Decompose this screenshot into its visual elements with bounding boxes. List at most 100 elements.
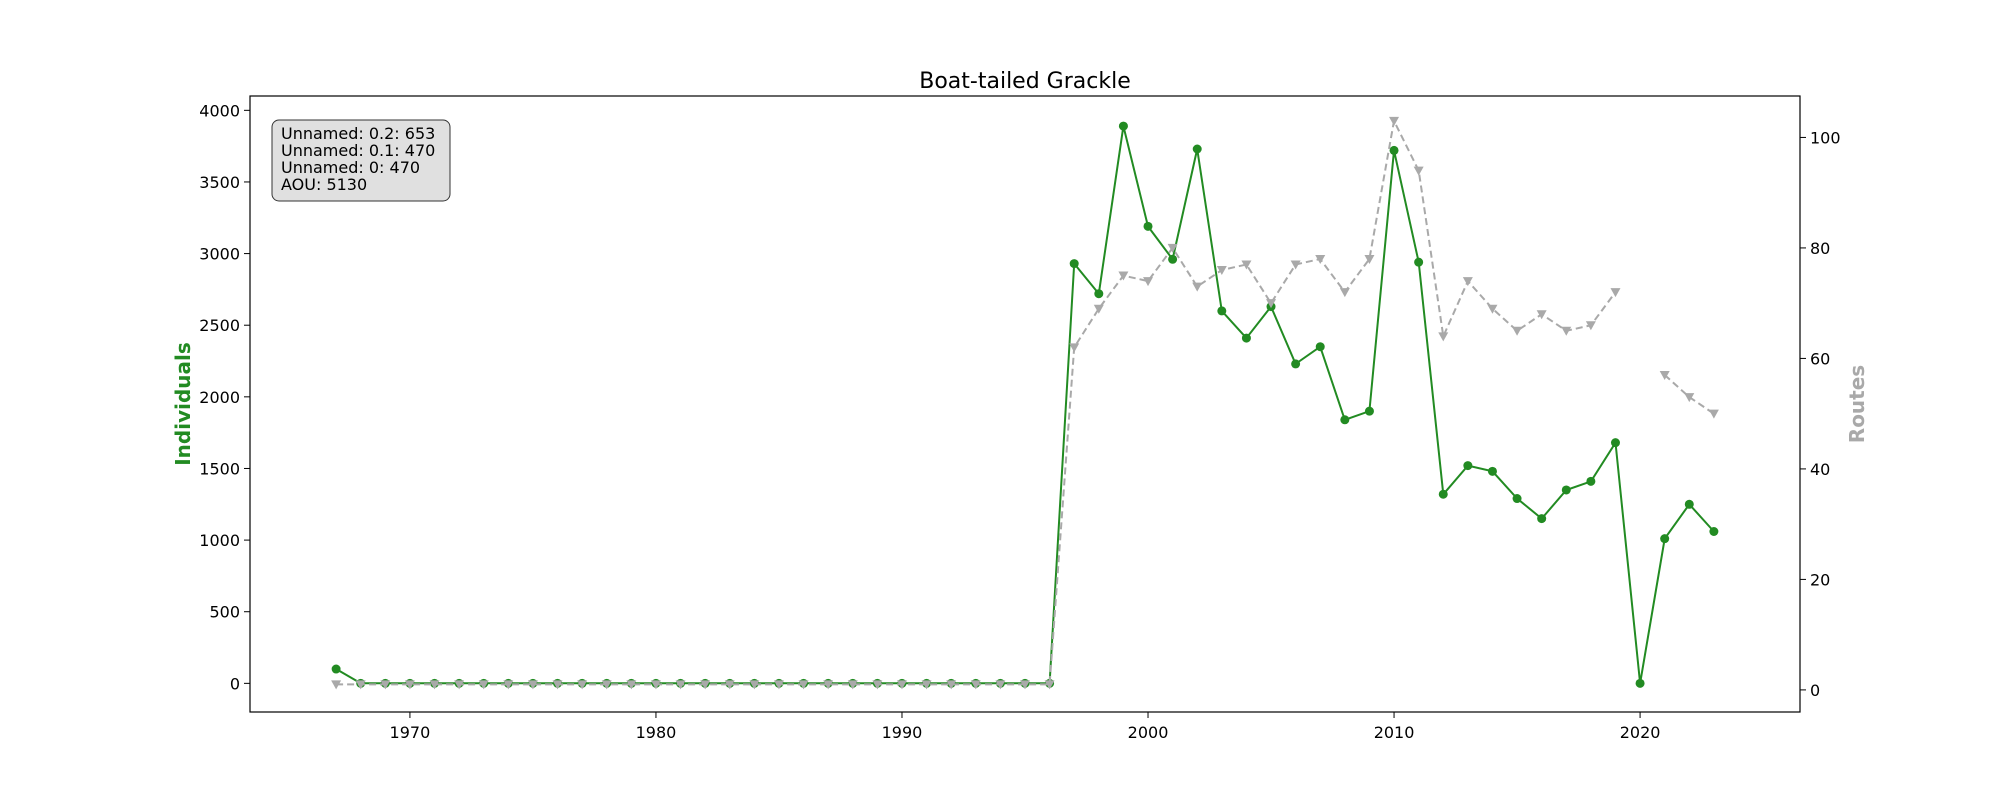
data-point-individuals [1487,466,1497,476]
data-point-routes [749,680,760,690]
data-point-individuals [1610,438,1620,448]
info-line: Unnamed: 0.1: 470 [281,141,435,160]
data-point-routes [1266,299,1277,309]
data-point-routes [1339,288,1350,298]
x-tick-label: 2020 [1620,723,1661,742]
series-routes [331,116,1719,690]
data-point-individuals [1118,121,1128,131]
data-point-routes [1118,271,1129,281]
y-tick-label: 3500 [199,173,240,192]
data-point-routes [1143,277,1154,287]
data-point-individuals [1586,476,1596,486]
data-point-routes [1438,332,1449,342]
data-point-routes [823,680,834,690]
data-point-routes [1413,166,1424,176]
data-point-routes [1389,116,1400,126]
y-axis-left: 0 500 1000 1500 2000 2500 3000 3500 4000 [199,101,250,693]
data-point-routes [404,680,415,690]
data-point-routes [527,680,538,690]
data-point-routes [1364,254,1375,264]
series-layer [331,116,1719,690]
data-point-routes [1659,370,1670,380]
data-point-individuals [1069,259,1079,269]
x-tick-label: 2000 [1128,723,1169,742]
y-axis-title-right: Routes [1845,365,1869,443]
data-point-routes [331,680,342,690]
data-point-routes [1585,321,1596,331]
y-axis-title-left: Individuals [171,342,195,466]
data-point-routes [1561,326,1572,336]
data-point-routes [847,680,858,690]
data-point-individuals [1414,257,1424,267]
data-point-routes [1487,304,1498,314]
y2-tick-label: 0 [1810,681,1820,700]
data-point-routes [1462,277,1473,287]
data-point-routes [1684,393,1695,403]
y2-tick-label: 100 [1810,128,1841,147]
data-point-routes [1290,260,1301,270]
data-point-routes [1069,343,1080,353]
data-point-individuals [1217,306,1227,316]
data-point-routes [1216,266,1227,276]
data-point-individuals [1094,289,1104,299]
data-point-individuals [1315,342,1325,352]
data-point-individuals [331,664,341,674]
x-axis: 1970 1980 1990 2000 2010 2020 [390,712,1661,742]
y2-tick-label: 60 [1810,349,1830,368]
data-point-routes [1512,326,1523,336]
data-point-individuals [1192,144,1202,154]
data-point-individuals [1143,221,1153,231]
data-point-routes [1315,254,1326,264]
data-point-individuals [1340,415,1350,425]
data-point-routes [724,680,735,690]
data-point-routes [650,680,661,690]
y2-tick-label: 40 [1810,460,1830,479]
data-point-individuals [1709,526,1719,536]
data-point-individuals [1364,406,1374,416]
data-point-individuals [1291,359,1301,369]
data-point-individuals [1635,678,1645,688]
y-tick-label: 1000 [199,531,240,550]
y-tick-label: 1500 [199,459,240,478]
data-point-routes [798,680,809,690]
data-point-routes [700,680,711,690]
plot-frame [249,95,1801,713]
data-point-routes [429,680,440,690]
data-point-routes [675,680,686,690]
data-point-routes [1192,282,1203,292]
data-point-individuals [1438,489,1448,499]
info-line: Unnamed: 0: 470 [281,158,420,177]
data-point-routes [503,680,514,690]
info-box: Unnamed: 0.2: 653 Unnamed: 0.1: 470 Unna… [271,119,451,202]
data-point-routes [872,680,883,690]
data-point-routes [946,680,957,690]
data-point-routes [1610,288,1621,298]
data-point-routes [995,680,1006,690]
data-point-routes [970,680,981,690]
chart-title: Boat-tailed Grackle [919,69,1130,94]
info-line: Unnamed: 0.2: 653 [281,124,435,143]
data-point-routes [478,680,489,690]
data-point-routes [552,680,563,690]
data-point-routes [896,680,907,690]
data-point-routes [626,680,637,690]
data-point-routes [355,680,366,690]
y2-tick-label: 20 [1810,570,1830,589]
data-point-routes [577,680,588,690]
data-point-individuals [1463,461,1473,471]
data-point-routes [1167,243,1178,253]
data-point-routes [380,680,391,690]
x-tick-label: 1970 [390,723,431,742]
data-point-individuals [1389,145,1399,155]
x-tick-label: 2010 [1374,723,1415,742]
data-point-individuals [1241,333,1251,343]
data-point-individuals [1684,499,1694,509]
y-tick-label: 0 [230,674,240,693]
data-point-individuals [1537,514,1547,524]
y-tick-label: 3000 [199,245,240,264]
data-point-routes [1020,680,1030,690]
y2-tick-label: 80 [1810,239,1830,258]
y-tick-label: 2500 [199,316,240,335]
info-line: AOU: 5130 [281,175,367,194]
